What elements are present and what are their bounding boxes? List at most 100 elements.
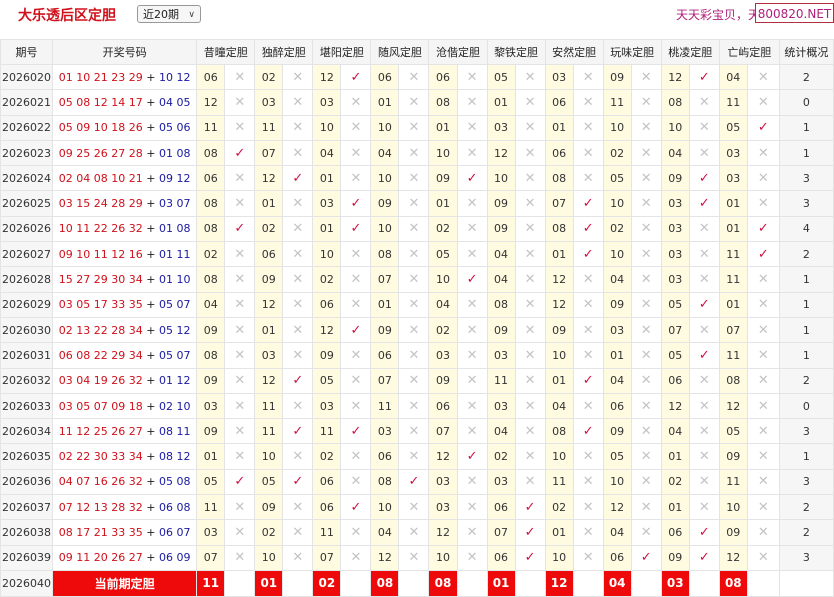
draw-numbers-cell: 09 25 26 27 28 + 01 08: [52, 139, 198, 167]
period-range-value: 近20期: [143, 8, 179, 21]
cross-icon: ✕: [398, 63, 430, 91]
pick-cell: 12: [544, 291, 574, 318]
cross-icon: ✕: [630, 519, 662, 546]
cross-icon: ✕: [524, 94, 536, 110]
cross-icon: ✕: [224, 241, 256, 268]
cross-icon: ✕: [572, 443, 604, 470]
cross-icon: ✕: [408, 322, 420, 338]
pick-cell: 08: [196, 190, 226, 217]
cross-icon: ✕: [224, 519, 256, 546]
pick-cell: 03: [312, 392, 342, 420]
pick-cell: 03: [660, 215, 690, 243]
pick-cell: 05: [312, 367, 342, 394]
back-numbers: 08 11: [158, 424, 191, 438]
cross-icon: ✕: [350, 94, 362, 110]
draw-numbers-cell: 05 08 12 14 17 + 04 05: [52, 89, 198, 116]
pick-cell: 11: [196, 494, 226, 521]
pick-cell: 06: [660, 367, 690, 394]
period-range-select[interactable]: 近20期 ∨: [137, 5, 201, 23]
pick-cell: 04: [370, 139, 400, 167]
cross-icon: ✕: [524, 145, 536, 161]
plus-sign: +: [142, 500, 159, 514]
hit-count-cell: 2: [778, 63, 834, 91]
back-numbers: 01 08: [158, 222, 191, 236]
front-numbers: 11 12 25 26 27: [58, 424, 143, 438]
cross-icon: ✕: [456, 63, 488, 91]
cross-icon: ✕: [350, 120, 362, 136]
cross-icon: ✕: [572, 519, 604, 546]
dingdan-table: 期号 开奖号码 昔曈定胆 独醉定胆 堪阳定胆 随风定胆 沧偕定胆 黎铁定胆 安然定胆 玩味定胆 桃凌…: [0, 39, 834, 597]
period-cell: 2026032: [0, 367, 54, 394]
check-icon: ✓: [224, 139, 256, 167]
cross-icon: ✕: [234, 524, 246, 540]
cross-icon: ✕: [234, 272, 246, 288]
cross-icon: ✕: [746, 89, 780, 116]
column-header: 沧偕定胆: [428, 39, 488, 65]
pick-cell: 01: [486, 89, 516, 116]
pick-cell: 10: [428, 139, 458, 167]
draw-numbers-cell: 09 10 11 12 16 + 01 11: [52, 241, 198, 268]
table-row: 2026037 07 12 13 28 32 + 06 08 11 ✕ 09 ✕ 06 ✓ 10…: [0, 494, 834, 521]
pick-cell: 02: [428, 215, 458, 243]
cross-icon: ✕: [582, 272, 594, 288]
column-header: 玩味定胆: [602, 39, 662, 65]
pick-cell: 10: [544, 443, 574, 470]
cross-icon: ✕: [514, 468, 546, 496]
check-icon: ✓: [456, 443, 488, 470]
pick-cell: 03: [602, 316, 632, 344]
check-icon: ✓: [282, 367, 314, 394]
check-icon: ✓: [408, 474, 420, 490]
cross-icon: ✕: [234, 120, 246, 136]
pick-cell: 05: [718, 114, 748, 141]
check-icon: ✓: [234, 145, 246, 161]
check-icon: ✓: [688, 544, 720, 571]
column-header: 桃凌定胆: [660, 39, 720, 65]
hit-count-cell: 1: [778, 266, 834, 293]
cross-icon: ✕: [398, 215, 430, 243]
cross-icon: ✕: [688, 468, 720, 496]
cross-icon: ✕: [292, 322, 304, 338]
pick-cell: 03: [660, 190, 690, 217]
cross-icon: ✕: [292, 499, 304, 515]
pick-cell: 12: [254, 367, 284, 394]
pick-cell: 03: [254, 342, 284, 369]
cross-icon: ✕: [282, 342, 314, 369]
cross-icon: ✕: [524, 272, 536, 288]
check-icon: ✓: [350, 423, 362, 439]
pick-cell: 03: [312, 89, 342, 116]
cross-icon: ✕: [640, 499, 652, 515]
back-numbers: 06 07: [158, 525, 191, 539]
pick-cell: 11: [718, 266, 748, 293]
cross-icon: ✕: [340, 443, 372, 470]
front-numbers: 10 11 22 26 32: [58, 222, 143, 236]
cross-icon: ✕: [746, 418, 780, 445]
table-body: 2026020 01 10 21 23 29 + 10 12 06 ✕ 02 ✕ 12 ✓ 06…: [0, 63, 834, 597]
cross-icon: ✕: [524, 196, 536, 212]
cross-icon: ✕: [408, 196, 420, 212]
period-cell: 2026025: [0, 190, 54, 217]
pick-cell: 10: [428, 544, 458, 571]
back-numbers: 10 12: [158, 70, 191, 84]
check-icon: ✓: [572, 418, 604, 445]
check-icon: ✓: [688, 342, 720, 369]
cross-icon: ✕: [514, 139, 546, 167]
pick-cell: 02: [544, 494, 574, 521]
cross-icon: ✕: [456, 139, 488, 167]
pick-cell: 09: [254, 494, 284, 521]
check-icon: ✓: [398, 468, 430, 496]
plus-sign: +: [142, 95, 159, 109]
cross-icon: ✕: [630, 392, 662, 420]
pick-cell: 04: [370, 519, 400, 546]
slogan-link[interactable]: 天天彩宝贝，天: [676, 8, 761, 22]
pick-cell: 07: [370, 266, 400, 293]
pick-cell: 06: [602, 392, 632, 420]
cross-icon: ✕: [292, 398, 304, 414]
cross-icon: ✕: [698, 94, 710, 110]
pick-cell: 12: [312, 63, 342, 91]
cross-icon: ✕: [282, 114, 314, 141]
cross-icon: ✕: [398, 89, 430, 116]
cross-icon: ✕: [466, 196, 478, 212]
pick-cell: 09: [370, 190, 400, 217]
pick-cell: 03: [312, 190, 342, 217]
plus-sign: +: [142, 323, 159, 337]
